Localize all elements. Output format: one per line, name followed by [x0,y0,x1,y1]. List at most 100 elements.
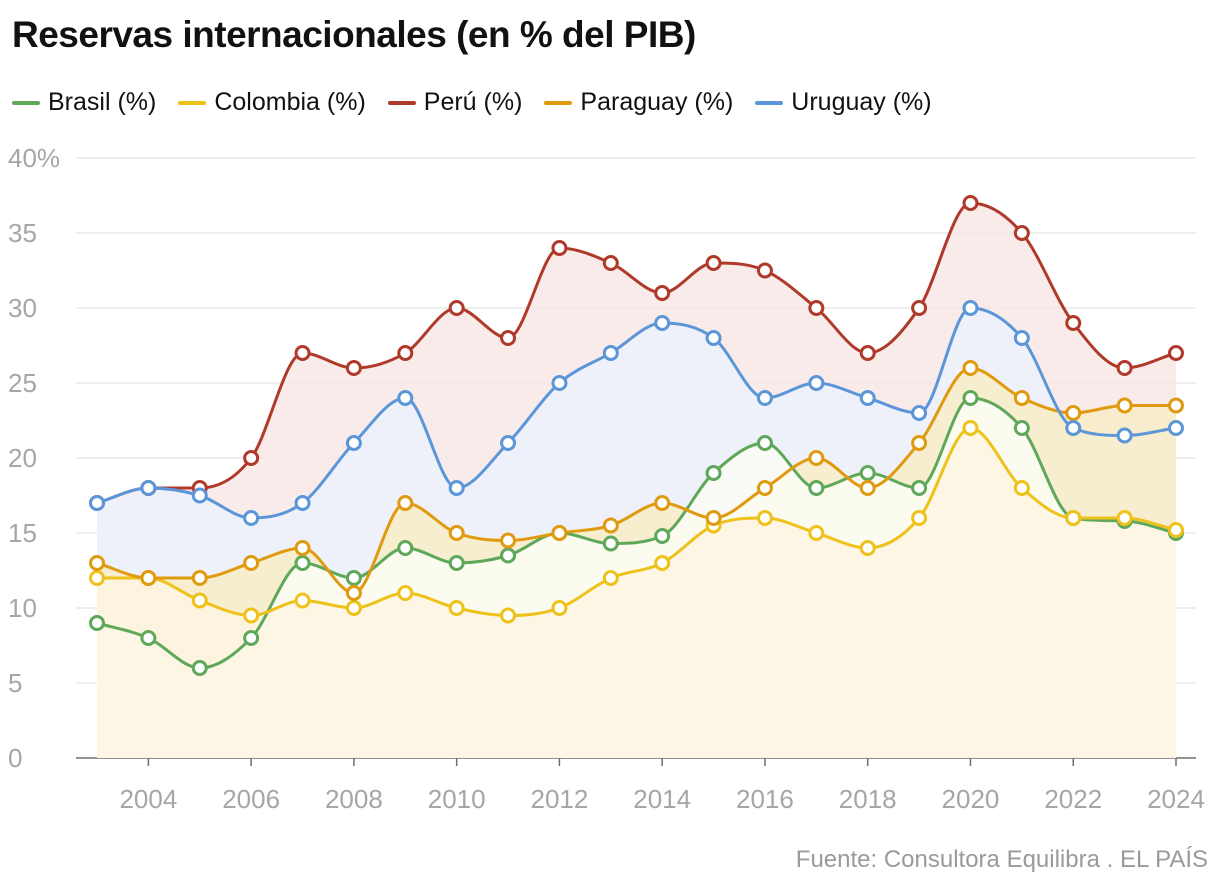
point-brasil-2017 [808,480,825,496]
point-peru-2010 [448,300,465,316]
y-tick-label: 5 [8,668,22,698]
legend-swatch [544,100,573,105]
area-colombia [97,428,1176,758]
legend-label: Perú (%) [423,88,523,116]
point-uruguay-2023 [1116,427,1133,444]
point-paraguay-2016 [756,480,773,496]
point-paraguay-2019 [911,435,928,451]
legend-swatch [755,100,784,105]
point-uruguay-2022 [1065,420,1082,436]
point-paraguay-2007 [294,540,311,556]
x-tick-label: 2004 [119,784,177,814]
point-colombia-2023 [1116,510,1133,526]
legend-swatch [178,100,207,105]
x-tick-label: 2018 [839,784,897,814]
point-brasil-2013 [602,535,619,552]
point-peru-2014 [654,285,671,301]
y-tick-label: 0 [8,743,22,773]
y-axis: 0 5 10 15 20 25 30 35 40% [8,143,60,773]
point-brasil-2019 [911,480,928,496]
legend-item-peru: Perú (%) [387,88,523,117]
line-uruguay [95,306,1178,520]
point-uruguay-2007 [294,495,311,511]
point-peru-2006 [243,450,260,466]
point-colombia-2006 [243,607,260,624]
point-brasil-2015 [705,465,722,481]
point-peru-2024 [1168,345,1184,361]
point-peru-2019 [911,300,928,316]
legend-label: Paraguay (%) [580,88,734,116]
point-peru-2017 [808,300,825,316]
point-peru-2012 [551,240,568,256]
point-paraguay-2004 [140,570,157,586]
point-paraguay-2005 [191,570,208,586]
y-tick-label: 35 [8,218,37,248]
point-colombia-2014 [654,555,671,571]
point-uruguay-2009 [397,390,414,406]
point-colombia-2003 [89,570,105,586]
point-uruguay-2021 [1013,330,1030,346]
point-uruguay-2005 [191,487,208,504]
point-paraguay-2012 [551,525,568,541]
point-paraguay-2015 [705,510,722,526]
point-colombia-2024 [1168,522,1184,538]
legend-label: Uruguay (%) [791,88,932,116]
series-areas [97,203,1176,758]
y-tick-label: 20 [8,443,37,473]
y-tick-label: 30 [8,293,37,323]
point-brasil-2010 [448,555,465,571]
x-tick-label: 2016 [736,784,794,814]
point-uruguay-2003 [89,495,105,511]
y-tick-label: 40% [8,143,60,173]
point-uruguay-2018 [859,390,876,406]
point-colombia-2013 [602,570,619,586]
point-colombia-2018 [859,540,876,556]
point-uruguay-2017 [808,375,825,391]
y-tick-label: 15 [8,518,37,548]
legend-swatch [12,100,40,105]
x-tick-label: 2006 [222,784,280,814]
point-paraguay-2020 [962,360,979,376]
legend-item-brasil: Brasil (%) [12,88,156,117]
point-brasil-2004 [140,630,157,646]
point-peru-2022 [1065,315,1082,331]
point-brasil-2006 [243,630,260,646]
point-uruguay-2024 [1168,420,1184,436]
point-brasil-2007 [294,555,311,571]
point-colombia-2017 [808,525,825,541]
legend-item-paraguay: Paraguay (%) [544,88,733,117]
point-peru-2015 [705,255,722,271]
point-paraguay-2009 [397,495,414,511]
point-paraguay-2018 [859,480,876,496]
point-colombia-2012 [551,600,568,616]
point-colombia-2016 [756,510,773,526]
point-paraguay-2021 [1013,390,1030,406]
point-peru-2021 [1013,225,1030,241]
point-peru-2018 [859,345,876,361]
point-colombia-2011 [500,607,517,624]
x-tick-label: 2020 [942,784,1000,814]
point-colombia-2021 [1013,480,1030,496]
point-paraguay-2013 [602,517,619,534]
point-uruguay-2020 [962,300,979,316]
point-paraguay-2014 [654,495,671,511]
point-uruguay-2004 [140,480,157,496]
point-brasil-2020 [962,390,979,406]
chart-title: Reservas internacionales (en % del PIB) [12,14,696,55]
x-tick-label: 2008 [325,784,383,814]
series-points [89,195,1184,676]
point-paraguay-2010 [448,525,465,541]
point-paraguay-2008 [345,585,362,601]
point-uruguay-2010 [448,480,465,496]
point-peru-2016 [756,262,773,279]
point-paraguay-2003 [89,555,105,571]
legend-label: Colombia (%) [214,88,366,116]
line-paraguay [95,366,1178,595]
point-paraguay-2011 [500,532,517,549]
x-tick-label: 2012 [531,784,589,814]
legend-item-colombia: Colombia (%) [178,88,366,117]
point-colombia-2008 [345,600,362,616]
y-tick-label: 25 [8,368,37,398]
point-brasil-2009 [397,540,414,556]
